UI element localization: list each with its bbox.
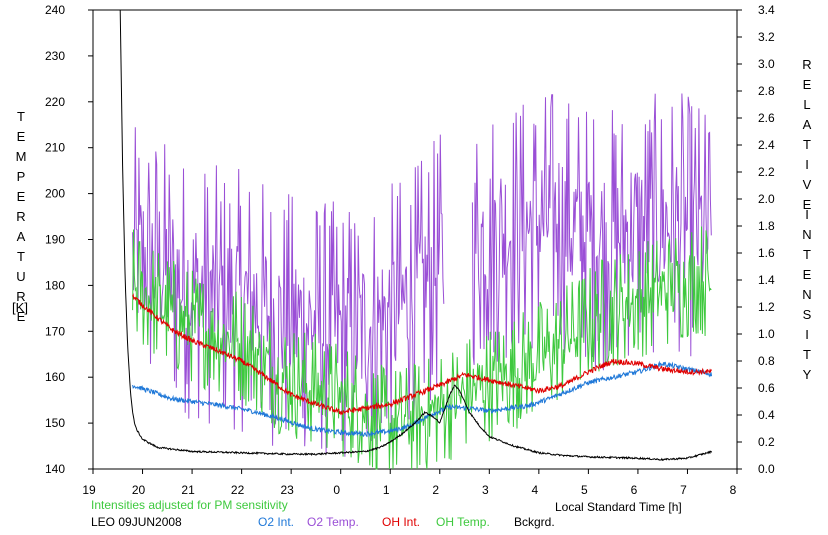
right-axis-label-letter: E (802, 197, 812, 212)
y-right-axis-ticks: 0.0 0.2 0.4 0.6 0.8 1.0 1.2 1.4 1.6 1.8 2.0 2.2 2.4 2… (737, 3, 775, 476)
y-left-tick-label: 140 (45, 462, 65, 476)
left-axis-label-letter: R (16, 209, 26, 224)
right-axis-label-letter: T (803, 247, 811, 262)
legend-item: OH Temp. (436, 515, 490, 529)
right-axis-label-letter: T (803, 347, 811, 362)
series-line-oh-int (132, 292, 712, 416)
series-layer (119, 9, 713, 470)
x-tick-label: 7 (680, 483, 687, 497)
right-axis-label-letter: V (802, 177, 812, 192)
series-line-o2-temp (132, 93, 712, 457)
left-axis-label-letter: T (17, 249, 25, 264)
left-axis-label-letter: P (16, 169, 26, 184)
station-date: LEO 09JUN2008 (91, 515, 182, 529)
y-right-tick-label: 0.0 (758, 462, 775, 476)
series-line-oh-temp (132, 226, 712, 470)
right-axis-label-letter: R (802, 57, 812, 72)
left-axis-label-letter: E (16, 129, 26, 144)
y-left-tick-label: 150 (45, 416, 65, 430)
legend-item: OH Int. (382, 515, 421, 529)
right-axis-label-letter: T (803, 137, 811, 152)
y-left-tick-label: 200 (45, 187, 65, 201)
y-right-tick-label: 2.4 (758, 138, 775, 152)
left-axis-label-letter: T (17, 109, 25, 124)
right-axis-label-letter: I (805, 207, 809, 222)
y-left-tick-label: 240 (45, 3, 65, 17)
y-right-tick-label: 0.2 (758, 435, 775, 449)
y-right-tick-label: 1.8 (758, 219, 775, 233)
x-tick-label: 19 (82, 483, 96, 497)
right-axis-label-letter: E (802, 77, 812, 92)
y-right-tick-label: 1.2 (758, 300, 775, 314)
y-left-tick-label: 210 (45, 141, 65, 155)
sensitivity-note: Intensities adjusted for PM sensitivity (91, 498, 288, 512)
right-axis-label-letter: A (802, 117, 812, 132)
y-right-tick-label: 3.2 (758, 30, 775, 44)
right-axis-label-letter: I (805, 157, 809, 172)
x-tick-label: 23 (280, 483, 294, 497)
x-tick-label: 0 (333, 483, 340, 497)
left-axis-label-letter: R (16, 289, 26, 304)
y-right-tick-label: 2.6 (758, 111, 775, 125)
x-tick-label: 21 (181, 483, 195, 497)
series-line-bckgrd (119, 9, 713, 462)
left-axis-label-letter: U (16, 269, 26, 284)
y-right-tick-label: 3.4 (758, 3, 775, 17)
x-tick-label: 20 (132, 483, 146, 497)
x-axis-label: Local Standard Time [h] (555, 500, 682, 514)
x-axis-ticks: 19 20 21 22 23 0 1 2 3 4 5 6 7 8 (82, 469, 738, 497)
y-right-tick-label: 2.8 (758, 84, 775, 98)
legend-item: Bckgrd. (514, 515, 555, 529)
y-left-axis-ticks: 140 150 160 170 180 190 200 210 220 230 240 (45, 3, 93, 476)
right-axis-label-letter: N (802, 227, 812, 242)
left-axis-label-letter: A (16, 229, 26, 244)
y-left-tick-label: 160 (45, 370, 65, 384)
x-tick-label: 3 (482, 483, 489, 497)
right-axis-label-letter: Y (802, 367, 812, 382)
x-tick-label: 1 (383, 483, 390, 497)
y-left-tick-label: 230 (45, 49, 65, 63)
y-left-tick-label: 170 (45, 324, 65, 338)
y-left-tick-label: 220 (45, 95, 65, 109)
y-right-tick-label: 3.0 (758, 57, 775, 71)
left-axis-label-letter: M (15, 149, 27, 164)
y-right-tick-label: 2.0 (758, 192, 775, 206)
y-right-tick-label: 1.6 (758, 246, 775, 260)
x-tick-label: 22 (231, 483, 245, 497)
right-axis-label-letter: S (802, 307, 812, 322)
y-right-tick-label: 1.4 (758, 273, 775, 287)
x-tick-label: 5 (581, 483, 588, 497)
right-axis-label-letter: N (802, 287, 812, 302)
y-left-tick-label: 190 (45, 233, 65, 247)
y-right-tick-label: 2.2 (758, 165, 775, 179)
legend-item: O2 Int. (258, 515, 295, 529)
right-axis-label-letter: L (803, 97, 811, 112)
left-axis-unit: [K] (12, 300, 28, 315)
legend-item: O2 Temp. (307, 515, 359, 529)
y-left-tick-label: 180 (45, 278, 65, 292)
x-tick-label: 4 (532, 483, 539, 497)
right-axis-label-letter: E (802, 267, 812, 282)
y-right-tick-label: 0.4 (758, 408, 775, 422)
x-tick-label: 6 (631, 483, 638, 497)
y-right-tick-label: 0.6 (758, 381, 775, 395)
left-axis-label-letter: E (16, 189, 26, 204)
y-right-tick-label: 1.0 (758, 327, 775, 341)
series-line-o2-int (132, 360, 713, 438)
x-tick-label: 8 (730, 483, 737, 497)
y-right-tick-label: 0.8 (758, 354, 775, 368)
x-tick-label: 2 (432, 483, 439, 497)
right-axis-label-letter: I (805, 327, 809, 342)
left-axis-label-letter: E (16, 309, 26, 324)
